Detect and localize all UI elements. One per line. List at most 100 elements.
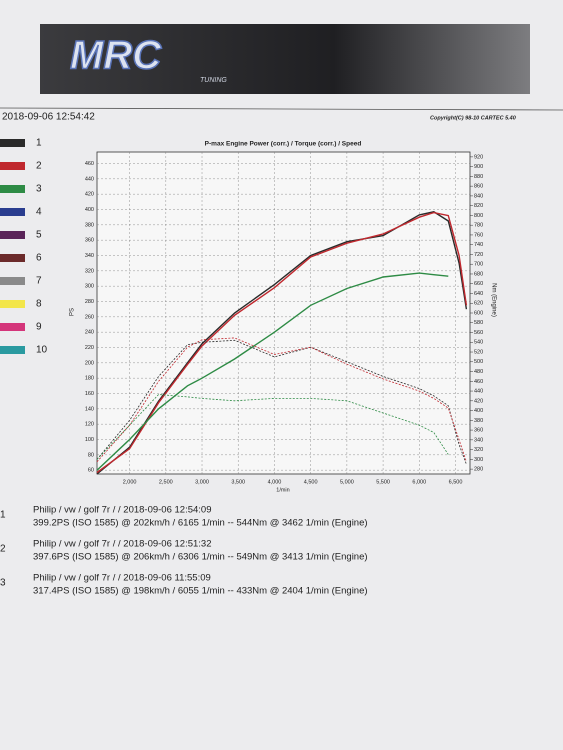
y2-tick-label: 800 [474,213,483,219]
y2-tick-label: 400 [474,408,483,414]
y2-tick-label: 460 [474,379,483,385]
y-tick-label: 360 [85,238,94,244]
y2-tick-label: 600 [474,310,483,316]
legend-label: 3 [36,184,42,195]
run-title: Philip / vw / golf 7r / / 2018-09-06 12:… [33,539,212,550]
x-tick-label: 4,000 [268,479,282,485]
logo: MRC [70,34,162,78]
y2-tick-label: 900 [474,164,483,170]
legend-label: 5 [36,230,42,241]
series-line [96,272,449,471]
run-title: Philip / vw / golf 7r / / 2018-09-06 11:… [33,573,211,584]
series-line [96,211,468,474]
x-tick-label: 4,500 [304,479,318,485]
legend-swatch [0,346,25,354]
y2-tick-label: 640 [474,291,483,297]
legend-swatch [0,208,25,216]
y2-tick-label: 680 [474,271,483,277]
x-tick-label: 2,000 [123,479,137,485]
banner [40,24,530,94]
chart-title: P-max Engine Power (corr.) / Torque (cor… [205,141,362,148]
y-tick-label: 320 [85,268,94,274]
y2-tick-label: 320 [474,447,483,453]
y-tick-label: 380 [85,222,94,228]
y-axis-label: PS [70,308,76,316]
datetime: 2018-09-06 12:54:42 [2,112,95,123]
run-number: 3 [0,578,6,589]
legend-swatch [0,185,25,193]
y2-tick-label: 380 [474,418,483,424]
y2-tick-label: 780 [474,223,483,229]
y2-tick-label: 840 [474,193,483,199]
series-line [96,394,449,460]
y-tick-label: 280 [85,299,94,305]
y-tick-label: 460 [85,161,94,167]
run-title: Philip / vw / golf 7r / / 2018-09-06 12:… [33,505,212,516]
y-tick-label: 240 [85,330,94,336]
y-tick-label: 200 [85,360,94,366]
x-tick-label: 5,500 [376,479,390,485]
run-number: 2 [0,544,6,555]
y-tick-label: 340 [85,253,94,259]
x-tick-label: 3,000 [195,479,209,485]
y-tick-label: 440 [85,176,94,182]
y-tick-label: 220 [85,345,94,351]
y-tick-label: 420 [85,192,94,198]
legend-label: 8 [36,299,42,310]
run-number: 1 [0,510,6,521]
y2-tick-label: 540 [474,340,483,346]
y-tick-label: 140 [85,406,94,412]
run-result: 317.4PS (ISO 1585) @ 198km/h / 6055 1/mi… [33,586,368,597]
run-result: 397.6PS (ISO 1585) @ 206km/h / 6306 1/mi… [33,552,368,563]
y2-tick-label: 880 [474,174,483,180]
y2-tick-label: 620 [474,301,483,307]
legend-swatch [0,231,25,239]
x-tick-label: 5,000 [340,479,354,485]
legend-swatch [0,162,25,170]
y2-tick-label: 720 [474,252,483,258]
y2-tick-label: 520 [474,349,483,355]
y-tick-label: 60 [88,468,94,474]
x-tick-label: 6,500 [449,479,463,485]
legend-swatch [0,323,25,331]
y2-tick-label: 500 [474,359,483,365]
y2-tick-label: 280 [474,467,483,473]
y2-tick-label: 920 [474,154,483,160]
y2-tick-label: 340 [474,437,483,443]
legend-label: 4 [36,207,42,218]
y2-tick-label: 860 [474,184,483,190]
y2-tick-label: 480 [474,369,483,375]
legend-swatch [0,300,25,308]
y-tick-label: 160 [85,391,94,397]
logo-sub: TUNING [200,77,227,84]
x-tick-label: 3,500 [231,479,245,485]
y-tick-label: 300 [85,284,94,290]
y2-tick-label: 760 [474,232,483,238]
y-tick-label: 400 [85,207,94,213]
legend-label: 1 [36,138,42,149]
y2-tick-label: 820 [474,203,483,209]
y-tick-label: 180 [85,376,94,382]
y2-axis-label: Nm (Engine) [490,283,496,317]
series-line [96,337,467,463]
legend-label: 2 [36,161,42,172]
legend-label: 7 [36,276,42,287]
x-tick-label: 6,000 [412,479,426,485]
y2-tick-label: 360 [474,428,483,434]
run-result: 399.2PS (ISO 1585) @ 202km/h / 6165 1/mi… [33,518,368,529]
y2-tick-label: 440 [474,389,483,395]
plot-area [96,151,471,475]
copyright: Copyright(C) 98-10 CARTEC 5.40 [430,115,516,121]
y2-tick-label: 300 [474,457,483,463]
legend-swatch [0,254,25,262]
x-axis-label: 1/min [276,487,289,493]
y2-tick-label: 740 [474,242,483,248]
y-tick-label: 80 [88,452,94,458]
y2-tick-label: 700 [474,262,483,268]
y-tick-label: 120 [85,422,94,428]
y2-tick-label: 560 [474,330,483,336]
y2-tick-label: 660 [474,281,483,287]
x-tick-label: 2,500 [159,479,173,485]
y-tick-label: 100 [85,437,94,443]
